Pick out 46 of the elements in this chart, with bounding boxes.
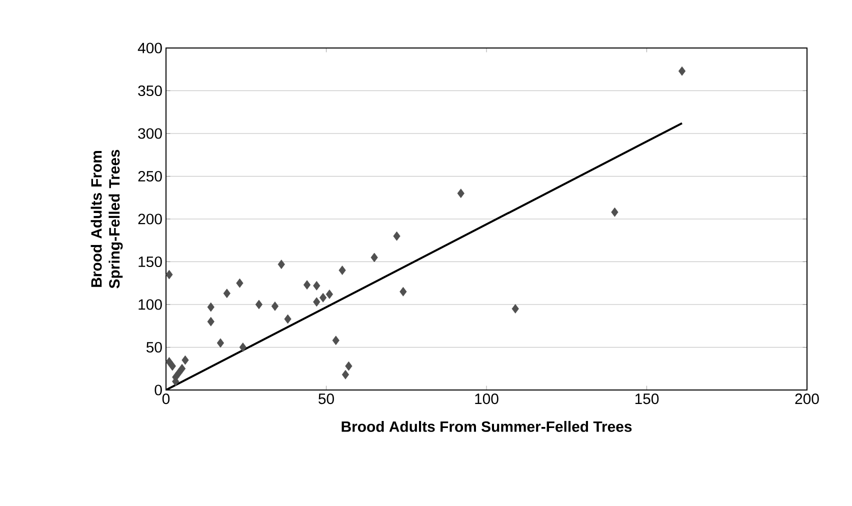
y-tick-label: 400: [138, 42, 162, 54]
point: [319, 292, 327, 302]
point: [255, 300, 263, 310]
point: [168, 361, 176, 371]
point: [178, 364, 186, 374]
x-tick-label: 200: [795, 394, 819, 404]
point: [611, 207, 618, 217]
x-tick-label: 50: [318, 394, 334, 404]
point: [370, 252, 378, 262]
point: [457, 188, 464, 198]
point: [303, 280, 311, 290]
point: [271, 302, 279, 311]
point: [345, 361, 352, 371]
point: [342, 370, 350, 380]
y-tick-label: 150: [138, 256, 162, 268]
point: [338, 266, 346, 275]
point: [678, 66, 686, 76]
point: [278, 260, 285, 270]
y-tick-label: 300: [138, 128, 162, 139]
y-tick-label: 0: [154, 384, 162, 396]
point: [332, 336, 340, 346]
point: [207, 302, 214, 312]
point: [313, 297, 320, 307]
y-tick-label: 50: [146, 342, 162, 353]
y-axis-title: Brood Adults From Spring-Felled Trees: [90, 150, 123, 288]
point: [182, 355, 189, 365]
x-tick-label: 150: [635, 394, 659, 404]
point: [313, 280, 320, 290]
y-tick-label: 350: [138, 85, 162, 96]
x-axis-title: Brood Adults From Summer-Felled Trees: [342, 420, 632, 432]
x-tick-label: 0: [162, 394, 170, 404]
y-tick-label: 250: [138, 170, 162, 182]
point: [326, 290, 334, 299]
y-tick-label: 200: [138, 214, 162, 224]
y-tick-label: 100: [138, 299, 162, 310]
point: [236, 278, 244, 288]
point: [223, 288, 230, 298]
point: [512, 304, 519, 314]
point: [207, 316, 214, 326]
point: [393, 231, 400, 241]
point: [400, 286, 407, 296]
point: [216, 338, 224, 348]
x-tick-label: 100: [475, 394, 498, 404]
point: [239, 342, 246, 352]
point: [284, 314, 292, 324]
point: [166, 270, 173, 280]
